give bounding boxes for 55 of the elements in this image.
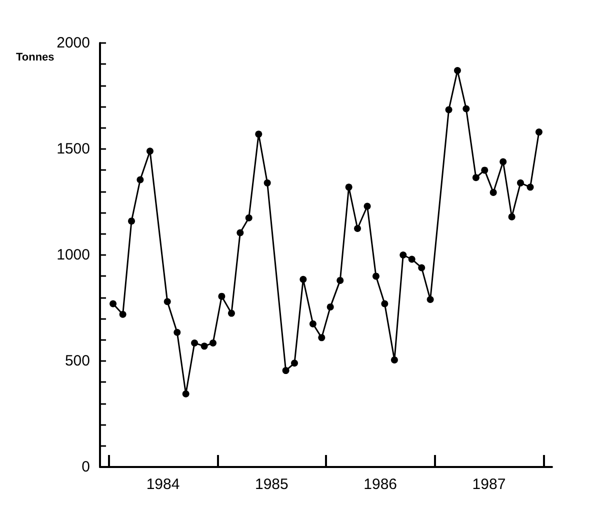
point — [408, 256, 416, 263]
point — [517, 179, 524, 186]
point — [445, 106, 452, 114]
point — [390, 356, 398, 364]
point — [372, 272, 380, 280]
point — [318, 334, 326, 342]
point — [354, 225, 362, 232]
y-tick-label: 0 — [82, 458, 90, 476]
point — [119, 310, 126, 318]
x-tick-label: 1987 — [472, 476, 506, 493]
point — [182, 390, 190, 398]
point — [174, 328, 181, 336]
y-tick-label: 1000 — [56, 246, 90, 264]
x-tick-label: 1986 — [364, 476, 398, 493]
point — [472, 174, 480, 182]
point — [500, 158, 507, 166]
point — [526, 184, 534, 191]
point — [110, 300, 117, 308]
point — [508, 213, 516, 220]
point — [345, 184, 352, 191]
point — [282, 367, 290, 374]
point — [128, 218, 136, 225]
point — [309, 320, 316, 328]
point — [300, 276, 307, 283]
point — [454, 67, 461, 74]
point — [228, 310, 235, 317]
y-tick-label: 2000 — [56, 34, 90, 52]
y-axis-title: Tonnes — [16, 52, 54, 64]
point — [381, 300, 388, 308]
point — [418, 264, 426, 272]
point — [490, 188, 497, 196]
point — [462, 105, 470, 112]
point — [264, 179, 271, 186]
point — [336, 276, 344, 284]
point — [191, 339, 198, 346]
point — [200, 342, 208, 350]
point — [146, 148, 154, 155]
point — [210, 339, 216, 346]
y-tick-label: 1500 — [56, 140, 90, 158]
point — [535, 128, 542, 136]
point — [364, 202, 371, 210]
x-tick-label: 1984 — [146, 476, 180, 493]
point — [255, 130, 262, 138]
point — [136, 176, 144, 184]
point — [245, 214, 252, 222]
point — [218, 292, 226, 300]
point — [400, 252, 407, 258]
point — [164, 298, 171, 306]
x-tick-label: 1985 — [254, 476, 288, 493]
point — [291, 360, 298, 367]
y-tick-label: 500 — [64, 352, 90, 370]
point — [481, 166, 488, 174]
point — [236, 229, 244, 236]
point — [326, 303, 334, 310]
point — [426, 296, 434, 304]
